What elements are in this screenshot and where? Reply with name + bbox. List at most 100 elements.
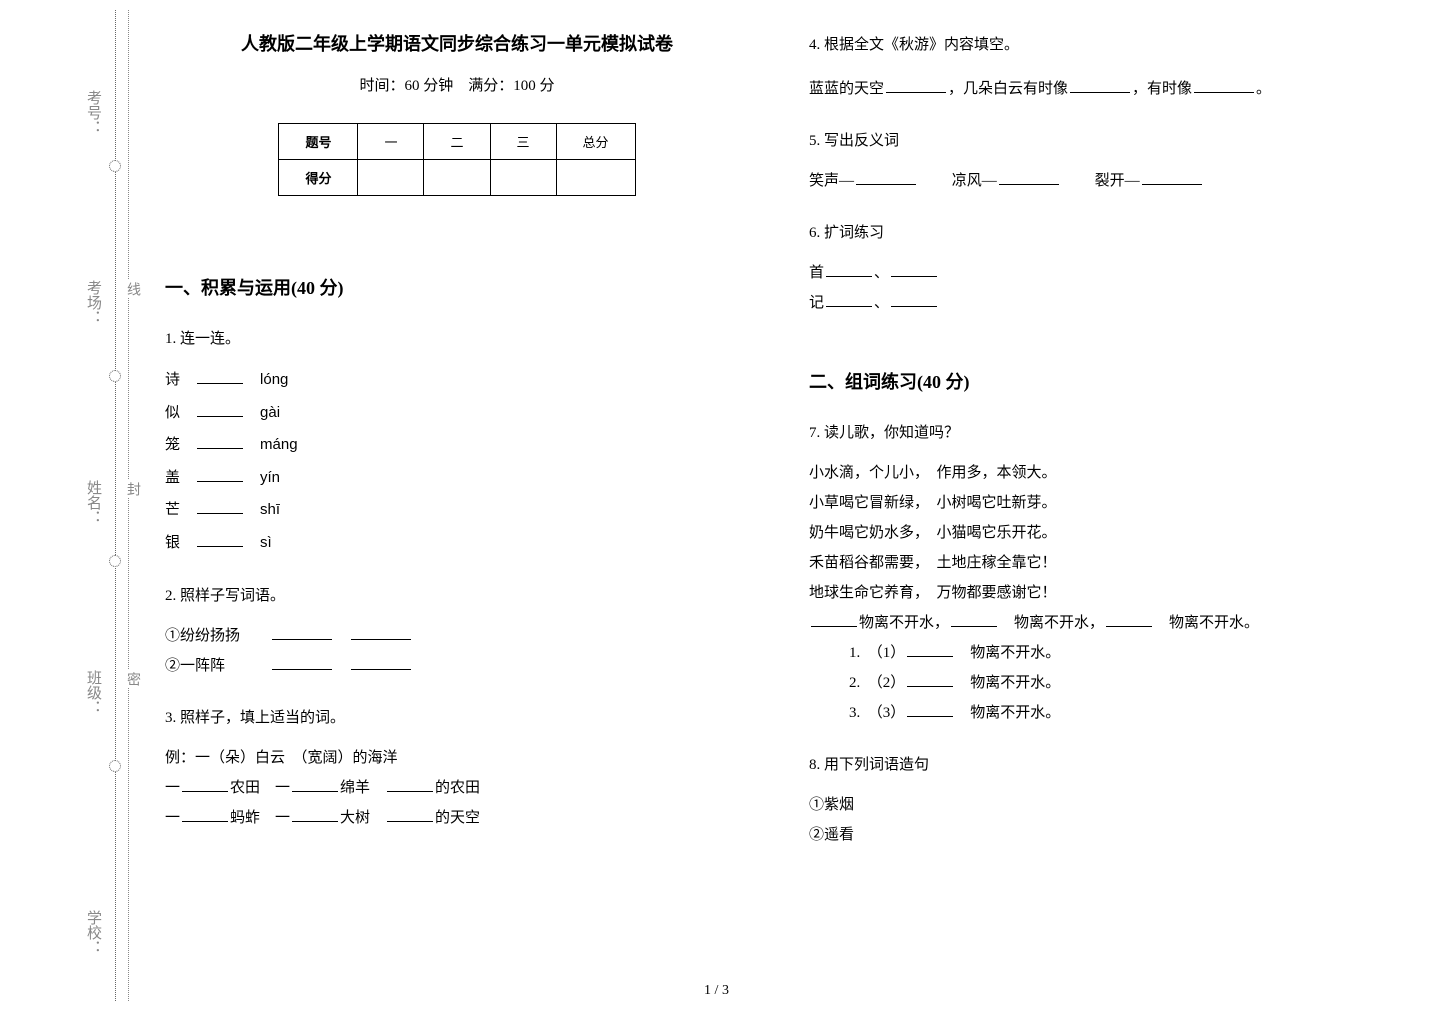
inner-dotted-line (128, 10, 129, 1001)
question-title: 1. 连一连。 (165, 324, 749, 354)
col-header: 总分 (556, 124, 635, 160)
blank (292, 807, 338, 822)
blank (811, 612, 857, 627)
num: 2. (849, 675, 860, 691)
blank (197, 467, 243, 482)
question-title: 5. 写出反义词 (809, 126, 1393, 156)
col-header: 一 (358, 124, 424, 160)
text: 蚂蚱 一 (230, 810, 290, 826)
pinyin: lóng (260, 364, 320, 396)
text: 的天空 (435, 810, 480, 826)
blank (197, 499, 243, 514)
score-cell (556, 160, 635, 196)
pinyin: yín (260, 462, 320, 494)
fill-line: 一农田 一绵羊 的农田 (165, 773, 749, 803)
binding-circle (109, 555, 121, 567)
pinyin: gài (260, 397, 320, 429)
blank (292, 777, 338, 792)
question-4: 4. 根据全文《秋游》内容填空。 蓝蓝的天空，几朵白云有时像，有时像。 (809, 30, 1393, 104)
text: ，有时像 (1132, 81, 1192, 97)
num: 1. (849, 645, 860, 661)
question-title: 4. 根据全文《秋游》内容填空。 (809, 30, 1393, 60)
text: 凉风— (952, 173, 997, 189)
blank (886, 78, 946, 93)
fill-line: 蓝蓝的天空，几朵白云有时像，有时像。 (809, 74, 1393, 104)
blank (197, 532, 243, 547)
num: 3. (849, 705, 860, 721)
text: 物离不开水。 (955, 645, 1060, 661)
paren: （3） (875, 705, 905, 721)
question-1: 1. 连一连。 诗 lóng 似 gài 笼 máng 盖 yín 芒 shī … (165, 324, 749, 559)
text: 物离不开水。 (955, 705, 1060, 721)
row-header: 题号 (279, 124, 358, 160)
question-6: 6. 扩词练习 首、 记、 (809, 218, 1393, 318)
binding-label: 姓名： (83, 480, 104, 525)
question-title: 7. 读儿歌，你知道吗？ (809, 418, 1393, 448)
blank (907, 702, 953, 717)
inner-label: 封 (122, 480, 142, 498)
text: 大树 (340, 810, 385, 826)
blank (1106, 612, 1152, 627)
fill-line: 记、 (809, 288, 1393, 318)
blank (1070, 78, 1130, 93)
example-line: 例：一（朵）白云 （宽阔）的海洋 (165, 743, 749, 773)
poem-line: 禾苗稻谷都需要， 土地庄稼全靠它！ (809, 548, 1393, 578)
text: 首 (809, 265, 824, 281)
list-item: 诗 lóng (165, 364, 749, 397)
exam-subtitle: 时间：60 分钟 满分：100 分 (165, 74, 749, 95)
exam-title: 人教版二年级上学期语文同步综合练习一单元模拟试卷 (165, 30, 749, 56)
hanzi: 芒 (165, 495, 195, 527)
question-7: 7. 读儿歌，你知道吗？ 小水滴，个儿小， 作用多，本领大。 小草喝它冒新绿， … (809, 418, 1393, 728)
score-cell (490, 160, 556, 196)
blank (272, 655, 332, 670)
fill-line: 首、 (809, 258, 1393, 288)
blank (272, 625, 332, 640)
page-body: 人教版二年级上学期语文同步综合练习一单元模拟试卷 时间：60 分钟 满分：100… (165, 30, 1393, 971)
text: 农田 一 (230, 780, 290, 796)
binding-circle (109, 160, 121, 172)
poem-line: 小水滴，个儿小， 作用多，本领大。 (809, 458, 1393, 488)
text: 笑声— (809, 173, 854, 189)
question-3: 3. 照样子，填上适当的词。 例：一（朵）白云 （宽阔）的海洋 一农田 一绵羊 … (165, 703, 749, 833)
right-column: 4. 根据全文《秋游》内容填空。 蓝蓝的天空，几朵白云有时像，有时像。 5. 写… (809, 30, 1393, 971)
binding-label: 学校： (83, 910, 104, 955)
list-item: ②一阵阵 (165, 651, 749, 681)
blank (351, 625, 411, 640)
list-item: 笼 máng (165, 429, 749, 462)
blank (856, 170, 916, 185)
list-item: 2. （2） 物离不开水。 (849, 668, 1393, 698)
blank (891, 292, 937, 307)
list-item: 似 gài (165, 397, 749, 430)
question-title: 8. 用下列词语造句 (809, 750, 1393, 780)
table-row: 题号 一 二 三 总分 (279, 124, 635, 160)
blank (197, 402, 243, 417)
paren: （2） (875, 675, 905, 691)
text: 。 (1256, 81, 1271, 97)
blank (197, 434, 243, 449)
pinyin-list: 诗 lóng 似 gài 笼 máng 盖 yín 芒 shī 银 sì (165, 364, 749, 559)
pinyin: sì (260, 527, 320, 559)
binding-edge: 考号： 考场： 姓名： 班级： 学校： (75, 0, 135, 1011)
section-heading-1: 一、积累与运用(40 分) (165, 274, 749, 300)
fill-line: 物离不开水， 物离不开水， 物离不开水。 (809, 608, 1393, 638)
section-heading-2: 二、组词练习(40 分) (809, 368, 1393, 394)
hanzi: 盖 (165, 463, 195, 495)
binding-circle (109, 370, 121, 382)
blank (826, 292, 872, 307)
binding-label: 考场： (83, 280, 104, 325)
page-number: 1 / 3 (704, 983, 729, 999)
blank (891, 262, 937, 277)
question-title: 6. 扩词练习 (809, 218, 1393, 248)
poem-line: 奶牛喝它奶水多， 小猫喝它乐开花。 (809, 518, 1393, 548)
example-word: ②一阵阵 (165, 658, 225, 674)
table-row: 得分 (279, 160, 635, 196)
inner-label: 线 (122, 280, 142, 298)
blank (182, 807, 228, 822)
blank (907, 672, 953, 687)
blank (1142, 170, 1202, 185)
question-title: 2. 照样子写词语。 (165, 581, 749, 611)
list-item: 银 sì (165, 527, 749, 560)
pinyin: shī (260, 494, 320, 526)
list-item: 盖 yín (165, 462, 749, 495)
score-cell (358, 160, 424, 196)
